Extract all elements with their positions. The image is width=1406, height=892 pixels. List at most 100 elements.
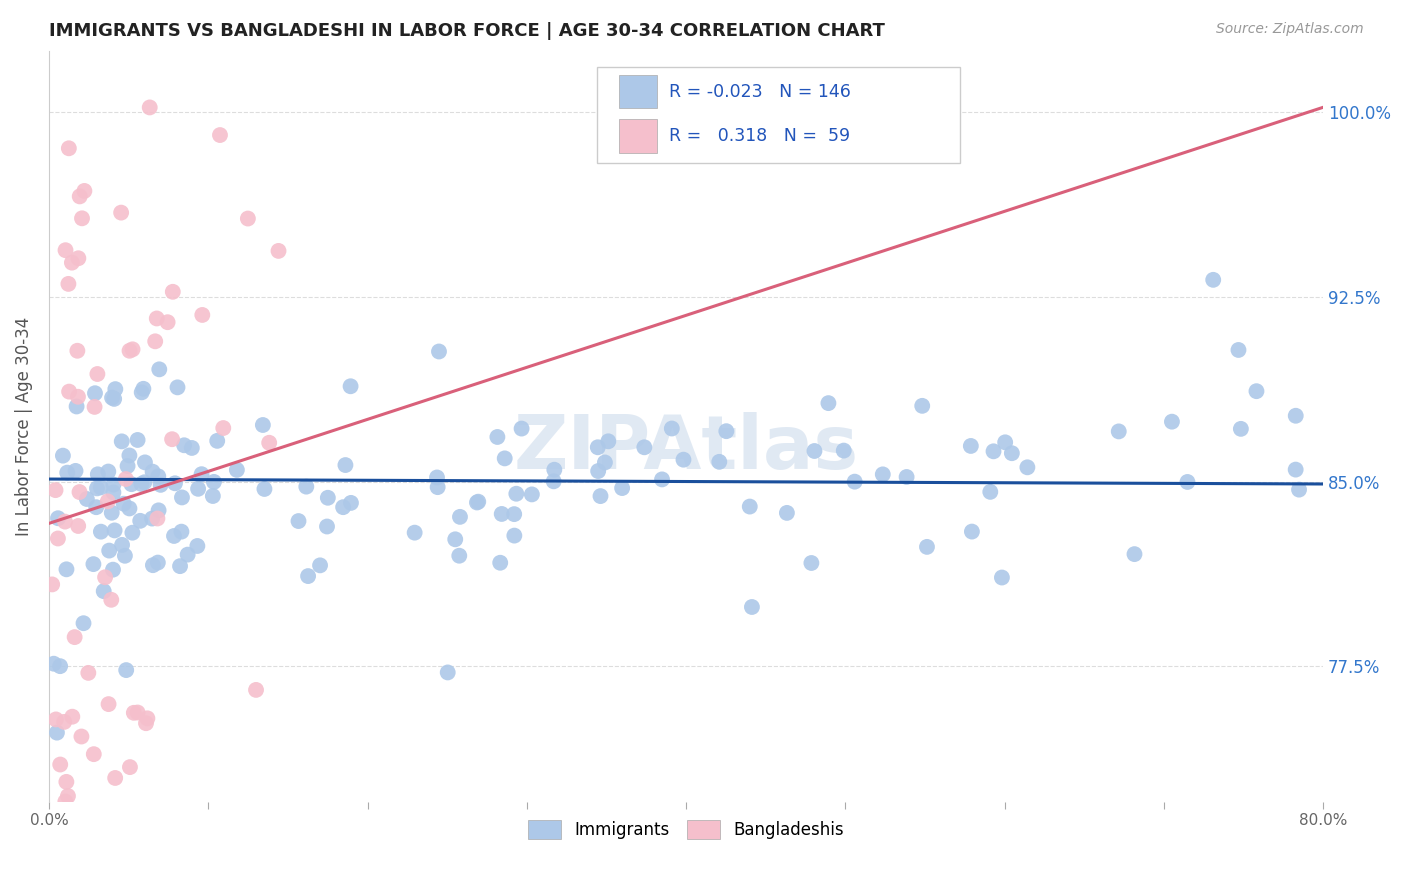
FancyBboxPatch shape	[619, 75, 657, 108]
Point	[97, 494, 120, 508]
Point	[661, 421, 683, 435]
Point	[598, 434, 620, 449]
Point	[1017, 460, 1039, 475]
Point	[1123, 547, 1146, 561]
Point	[86, 367, 108, 381]
Point	[287, 514, 309, 528]
Point	[83, 400, 105, 414]
Point	[121, 343, 143, 357]
Point	[253, 482, 276, 496]
Point	[49, 757, 72, 772]
Point	[111, 538, 134, 552]
Point	[543, 475, 565, 489]
Point	[169, 559, 191, 574]
Point	[236, 211, 259, 226]
Point	[83, 747, 105, 761]
Point	[41, 577, 63, 591]
Point	[70, 211, 93, 226]
Point	[131, 385, 153, 400]
Point	[101, 563, 124, 577]
Point	[44, 483, 66, 497]
Point	[132, 382, 155, 396]
Point	[173, 438, 195, 452]
Point	[633, 440, 655, 454]
Point	[1230, 422, 1253, 436]
Point	[651, 472, 673, 486]
Point	[486, 430, 509, 444]
Point	[114, 472, 136, 486]
Point	[776, 506, 799, 520]
Point	[494, 451, 516, 466]
Point	[610, 481, 633, 495]
Point	[45, 713, 67, 727]
Point	[404, 525, 426, 540]
Text: ZIPAtlas: ZIPAtlas	[513, 412, 859, 485]
Point	[672, 452, 695, 467]
Point	[316, 519, 339, 533]
Point	[134, 455, 156, 469]
Point	[489, 556, 512, 570]
Point	[316, 491, 339, 505]
Point	[82, 557, 104, 571]
Point	[202, 475, 225, 489]
Point	[156, 315, 179, 329]
Point	[225, 463, 247, 477]
Point	[176, 548, 198, 562]
Point	[87, 467, 110, 482]
Point	[915, 540, 938, 554]
Point	[131, 477, 153, 491]
Point	[112, 497, 135, 511]
Point	[467, 494, 489, 508]
Point	[979, 484, 1001, 499]
Point	[295, 480, 318, 494]
Point	[208, 128, 231, 142]
Point	[1202, 273, 1225, 287]
Point	[58, 384, 80, 399]
Point	[335, 458, 357, 472]
Point	[738, 500, 761, 514]
Point	[465, 495, 488, 509]
Point	[146, 311, 169, 326]
Point	[503, 528, 526, 542]
Point	[53, 795, 76, 809]
Point	[163, 476, 186, 491]
Point	[100, 506, 122, 520]
Point	[53, 714, 76, 729]
Point	[1161, 415, 1184, 429]
Point	[86, 481, 108, 495]
Point	[245, 682, 267, 697]
Point	[110, 205, 132, 219]
Point	[69, 189, 91, 203]
Point	[800, 556, 823, 570]
Point	[148, 469, 170, 483]
Point	[586, 440, 609, 454]
Point	[142, 465, 165, 479]
FancyBboxPatch shape	[598, 67, 960, 163]
Point	[118, 760, 141, 774]
Point	[46, 511, 69, 525]
Point	[832, 443, 855, 458]
Point	[427, 344, 450, 359]
Point	[166, 380, 188, 394]
Point	[65, 464, 87, 478]
Point	[896, 470, 918, 484]
Point	[148, 362, 170, 376]
Point	[741, 599, 763, 614]
Point	[55, 562, 77, 576]
Point	[114, 549, 136, 563]
Text: R = -0.023   N = 146: R = -0.023 N = 146	[669, 83, 852, 101]
Point	[149, 478, 172, 492]
Point	[60, 709, 83, 723]
Point	[97, 697, 120, 711]
Point	[148, 503, 170, 517]
Point	[589, 489, 612, 503]
Point	[586, 464, 609, 478]
Point	[1285, 409, 1308, 423]
Point	[543, 463, 565, 477]
FancyBboxPatch shape	[619, 119, 657, 153]
Point	[1001, 446, 1024, 460]
Point	[93, 584, 115, 599]
Point	[911, 399, 934, 413]
Point	[252, 417, 274, 432]
Point	[65, 400, 87, 414]
